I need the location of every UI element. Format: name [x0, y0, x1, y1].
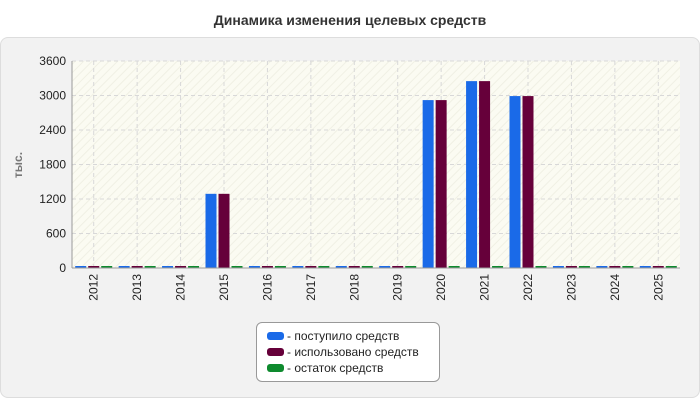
- bar: [565, 266, 577, 268]
- bar: [335, 266, 347, 268]
- bar: [118, 266, 130, 268]
- legend-item-received[interactable]: - поступило средств: [267, 328, 439, 344]
- legend-swatch-balance: [267, 364, 284, 372]
- bar: [466, 81, 478, 268]
- bar: [552, 266, 564, 268]
- bar: [205, 193, 217, 268]
- bar: [435, 100, 447, 268]
- x-tick-label: 2014: [174, 274, 188, 301]
- x-tick-label: 2022: [521, 274, 535, 301]
- bar: [596, 266, 608, 268]
- bar: [379, 266, 391, 268]
- bar: [509, 96, 521, 268]
- bar: [144, 266, 156, 268]
- bar: [578, 266, 590, 268]
- bar: [622, 266, 634, 268]
- bar: [392, 266, 404, 268]
- bar: [175, 266, 187, 268]
- bar: [218, 193, 230, 268]
- x-tick-label: 2024: [608, 274, 622, 301]
- y-tick-label: 3000: [39, 89, 66, 103]
- bar: [361, 266, 373, 268]
- bar: [261, 266, 273, 268]
- bar: [131, 266, 143, 268]
- legend-label-used: - использовано средств: [287, 345, 419, 359]
- y-tick-label: 3600: [39, 54, 66, 68]
- bar: [75, 266, 87, 268]
- x-tick-label: 2019: [391, 274, 405, 301]
- legend-item-used[interactable]: - использовано средств: [267, 344, 439, 360]
- x-tick-label: 2020: [434, 274, 448, 301]
- bar: [318, 266, 330, 268]
- x-tick-label: 2023: [564, 274, 578, 301]
- legend-label-received: - поступило средств: [287, 329, 400, 343]
- legend-label-balance: - остаток средств: [287, 361, 384, 375]
- bar: [231, 266, 243, 268]
- bar: [422, 100, 434, 268]
- bar: [522, 96, 534, 268]
- bar: [88, 266, 100, 268]
- bar: [609, 266, 621, 268]
- y-tick-label: 1200: [39, 192, 66, 206]
- x-tick-label: 2025: [651, 274, 665, 301]
- x-tick-label: 2021: [478, 274, 492, 301]
- bar: [448, 266, 460, 268]
- x-tick-label: 2015: [217, 274, 231, 301]
- bar: [535, 266, 547, 268]
- legend-item-balance[interactable]: - остаток средств: [267, 360, 439, 376]
- y-axis-label: тыс.: [11, 152, 25, 178]
- x-tick-label: 2016: [260, 274, 274, 301]
- bar: [292, 266, 304, 268]
- bar: [101, 266, 113, 268]
- bar: [188, 266, 200, 268]
- bar: [248, 266, 260, 268]
- bar: [305, 266, 317, 268]
- y-tick-label: 1800: [39, 158, 66, 172]
- bar: [665, 266, 677, 268]
- legend-swatch-received: [267, 332, 284, 340]
- bar: [405, 266, 417, 268]
- y-tick-label: 0: [59, 261, 66, 275]
- x-tick-label: 2017: [304, 274, 318, 301]
- y-tick-label: 2400: [39, 123, 66, 137]
- bar: [652, 266, 664, 268]
- y-tick-label: 600: [46, 227, 66, 241]
- bar: [479, 81, 491, 268]
- x-tick-label: 2012: [87, 274, 101, 301]
- chart-title: Динамика изменения целевых средств: [213, 12, 487, 28]
- bar: [639, 266, 651, 268]
- bar: [162, 266, 174, 268]
- bar: [492, 266, 504, 268]
- x-tick-label: 2018: [347, 274, 361, 301]
- bar: [274, 266, 286, 268]
- bar: [348, 266, 360, 268]
- legend: - поступило средств - использовано средс…: [256, 322, 440, 382]
- legend-swatch-used: [267, 348, 284, 356]
- x-tick-label: 2013: [130, 274, 144, 301]
